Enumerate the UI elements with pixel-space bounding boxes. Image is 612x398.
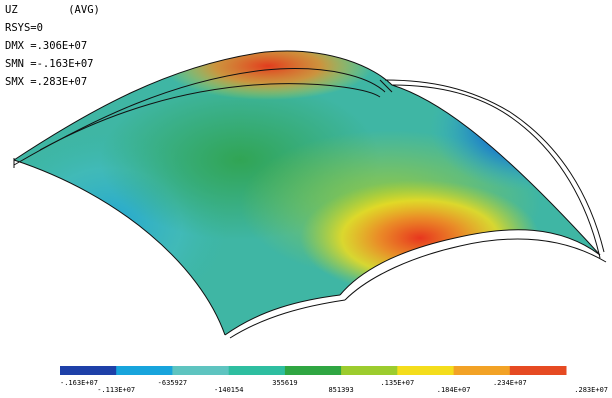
contour-legend: -.163E+07-.113E+07 -635927 -140154 355619 85… (60, 366, 608, 394)
legend-label: -.113E+07 (97, 386, 135, 394)
dmx-readout: DMX =.306E+07 (5, 40, 88, 52)
legend-label: -.163E+07 (60, 379, 98, 387)
legend-label: -635927 (158, 379, 188, 387)
rsys-readout: RSYS=0 (5, 22, 43, 34)
legend-swatch (397, 366, 454, 375)
legend-label: .283E+07 (574, 386, 608, 394)
legend-label: 355619 (272, 379, 297, 387)
undeformed-outline (13, 50, 607, 339)
legend-label: 851393 (328, 386, 353, 394)
smn-readout: SMN =-.163E+07 (5, 58, 94, 70)
legend-swatch (60, 366, 117, 375)
legend-swatch (172, 366, 230, 375)
legend-label: -140154 (214, 386, 244, 394)
deformed-surface (14, 50, 600, 335)
legend-swatch (228, 366, 286, 375)
smx-readout: SMX =.283E+07 (5, 76, 88, 88)
legend-swatch (116, 366, 173, 375)
legend-swatch (509, 366, 567, 375)
legend-swatch (284, 366, 342, 375)
legend-label: .184E+07 (437, 386, 471, 394)
legend-swatch (341, 366, 398, 375)
legend-label: .135E+07 (380, 379, 414, 387)
result-title: UZ (AVG) (5, 4, 100, 16)
legend-label: .234E+07 (493, 379, 527, 387)
legend-swatch (453, 366, 511, 375)
